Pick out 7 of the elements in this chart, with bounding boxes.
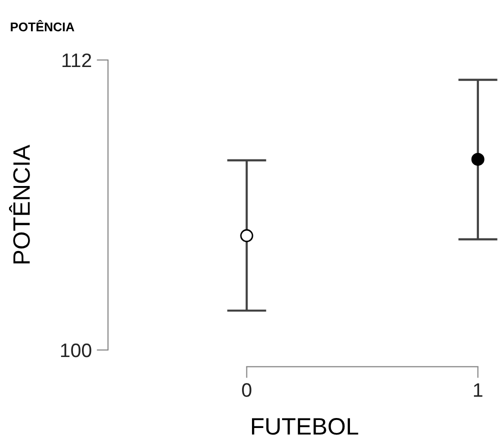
x-tick-label: 0: [242, 383, 252, 397]
x-tick-label: 1: [474, 383, 482, 397]
chart-title: POTÊNCIA: [10, 20, 74, 32]
y-tick-label: 100: [61, 343, 92, 358]
y-axis-title: POTÊNCIA: [9, 144, 30, 264]
y-tick-label: 112: [62, 53, 92, 68]
x-axis-title: FUTEBOL: [252, 418, 358, 435]
